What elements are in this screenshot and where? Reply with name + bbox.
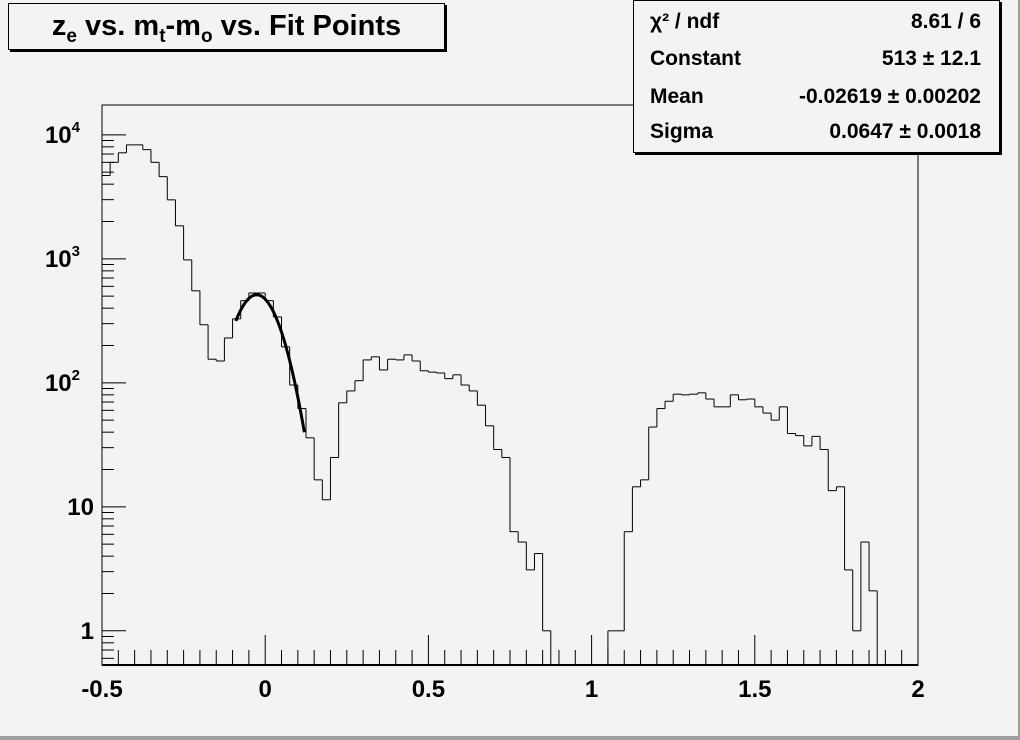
stats-label: Constant xyxy=(650,47,741,70)
y-tick-label: 1 xyxy=(81,618,94,645)
stats-row-chi2: χ² / ndf 8.61 / 6 xyxy=(650,7,981,37)
stats-row-mean: Mean -0.02619 ± 0.00202 xyxy=(650,82,981,112)
x-tick-label: 0 xyxy=(259,676,272,703)
stats-value: 0.0647 ± 0.0018 xyxy=(829,120,981,143)
stats-value: -0.02619 ± 0.00202 xyxy=(798,85,981,108)
y-tick-label: 102 xyxy=(45,367,80,397)
x-tick-label: 0.5 xyxy=(412,676,445,703)
title-text: z xyxy=(51,10,67,42)
y-tick-labels: 1 10 102 103 104 xyxy=(45,119,94,645)
x-tick-label: 1 xyxy=(585,676,598,703)
stats-value: 513 ± 12.1 xyxy=(881,47,981,70)
stats-label: χ² / ndf xyxy=(650,10,720,33)
chart-title: ze vs. mt-mo vs. Fit Points xyxy=(8,3,445,50)
title-subscript: o xyxy=(200,26,213,47)
stats-row-sigma: Sigma 0.0647 ± 0.0018 xyxy=(650,117,981,147)
title-text: vs. Fit Points xyxy=(212,10,402,42)
x-tick-label: 1.5 xyxy=(738,676,771,703)
plot-frame xyxy=(101,104,919,666)
gaussian-fit-curve xyxy=(234,293,306,433)
x-tick-label: 2 xyxy=(911,676,924,703)
histogram xyxy=(102,144,918,666)
stats-label: Sigma xyxy=(650,120,714,143)
stats-row-constant: Constant 513 ± 12.1 xyxy=(650,44,981,74)
stats-value: 8.61 / 6 xyxy=(910,10,981,33)
y-tick-label: 104 xyxy=(45,119,81,149)
title-text: vs. m xyxy=(76,10,160,42)
x-tick-labels: -0.5 0 0.5 1 1.5 2 xyxy=(81,676,924,703)
title-text: -m xyxy=(165,10,201,42)
title-subscript: e xyxy=(66,26,77,47)
x-ticks xyxy=(101,635,919,665)
stats-label: Mean xyxy=(650,85,704,108)
fit-stats-box: χ² / ndf 8.61 / 6 Constant 513 ± 12.1 Mean… xyxy=(633,0,1000,153)
y-tick-label: 103 xyxy=(45,243,80,273)
y-ticks xyxy=(102,134,126,659)
title-subscript: t xyxy=(159,26,166,47)
y-tick-label: 10 xyxy=(67,494,94,521)
x-tick-label: -0.5 xyxy=(81,676,122,703)
